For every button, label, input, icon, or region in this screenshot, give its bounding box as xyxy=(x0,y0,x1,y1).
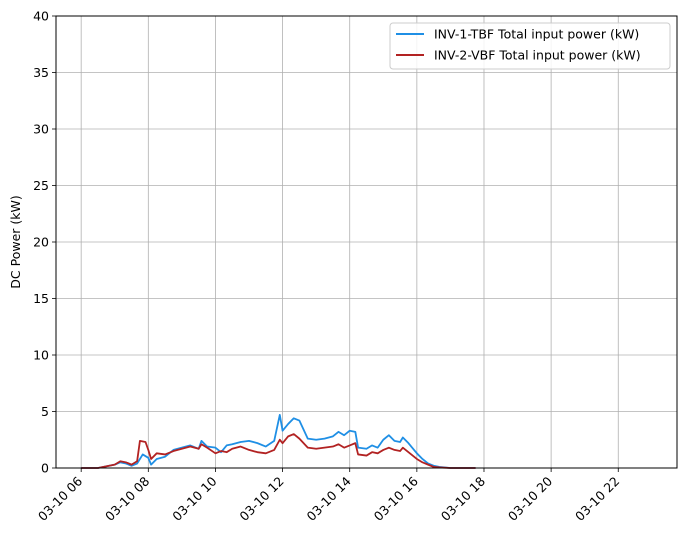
legend-label-1: INV-1-TBF Total input power (kW) xyxy=(434,27,639,42)
y-tick-label: 10 xyxy=(33,348,49,363)
y-tick-label: 40 xyxy=(33,9,49,24)
y-tick-label: 0 xyxy=(41,461,49,476)
y-tick-label: 25 xyxy=(33,178,49,193)
legend-box xyxy=(389,22,671,70)
y-tick-label: 5 xyxy=(41,404,49,419)
series-line-2 xyxy=(81,433,476,469)
y-axis-label: DC Power (kW) xyxy=(8,195,23,288)
series-line-1 xyxy=(81,413,476,469)
y-tick-label: 30 xyxy=(33,122,49,137)
legend: INV-1-TBF Total input power (kW) INV-2-VB… xyxy=(389,22,671,70)
y-tick-label: 15 xyxy=(33,291,49,306)
y-axis-ticks: 0 5 10 15 20 25 30 35 40 xyxy=(33,9,56,476)
series-lines xyxy=(81,413,476,469)
y-tick-label: 20 xyxy=(33,235,49,250)
y-tick-label: 35 xyxy=(33,65,49,80)
legend-label-2: INV-2-VBF Total input power (kW) xyxy=(434,48,641,63)
grid xyxy=(56,15,677,469)
